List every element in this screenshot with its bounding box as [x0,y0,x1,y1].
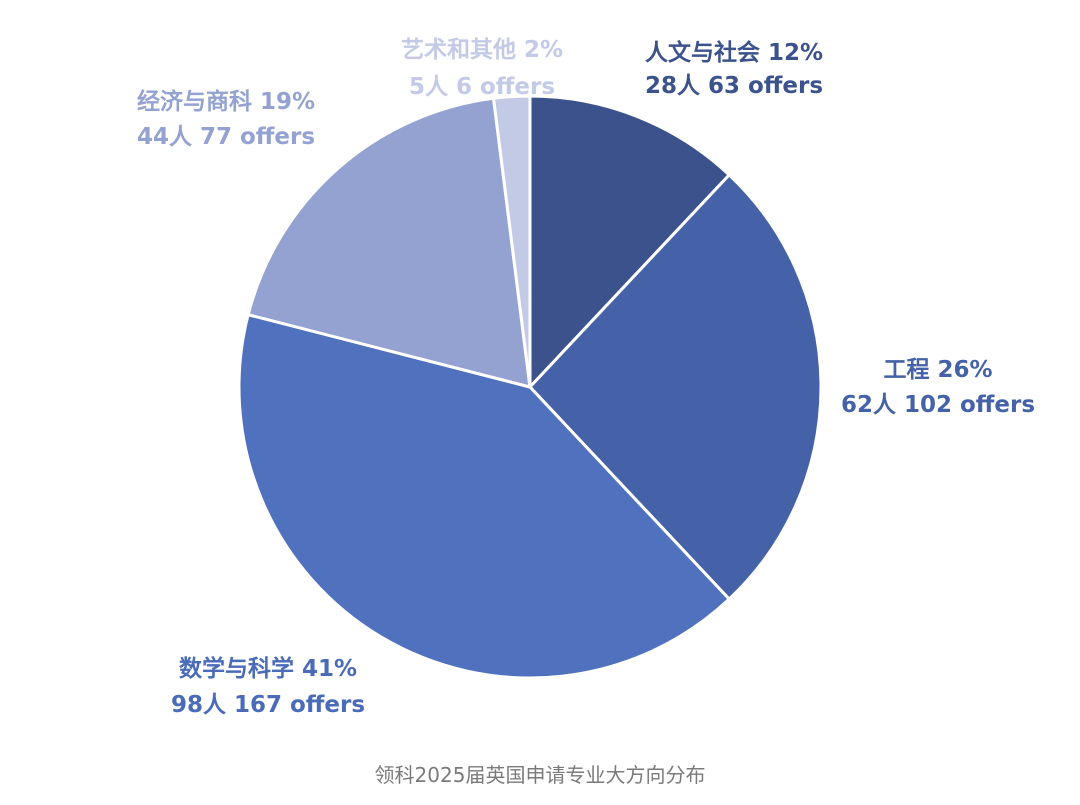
pie-slice-3 [246,96,532,389]
slice-4-detail: 5人 6 offers [409,74,555,100]
slice-2-label: 数学与科学 41% [179,655,357,682]
pie-slices [237,94,823,680]
slice-0-detail: 28人 63 offers [645,73,823,99]
slice-1-label: 工程 26% [883,357,992,383]
slice-3-detail: 44人 77 offers [137,124,315,150]
slice-2-detail: 98人 167 offers [171,692,365,718]
slice-1-detail: 62人 102 offers [841,392,1035,418]
pie-slice-0 [528,94,731,389]
pie-slice-4 [492,94,532,389]
slice-4-label: 艺术和其他 2% [401,37,563,63]
slice-3-label: 经济与商科 19% [137,88,315,115]
pie-slice-1 [528,173,823,601]
chart-caption: 领科2025届英国申请专业大方向分布 [374,763,706,787]
pie-slice-2 [237,313,731,680]
slice-labels: 人文与社会 12% 28人 63 offers 工程 26% 62人 102 offe… [137,37,1035,718]
slice-0-label: 人文与社会 12% [645,39,823,66]
